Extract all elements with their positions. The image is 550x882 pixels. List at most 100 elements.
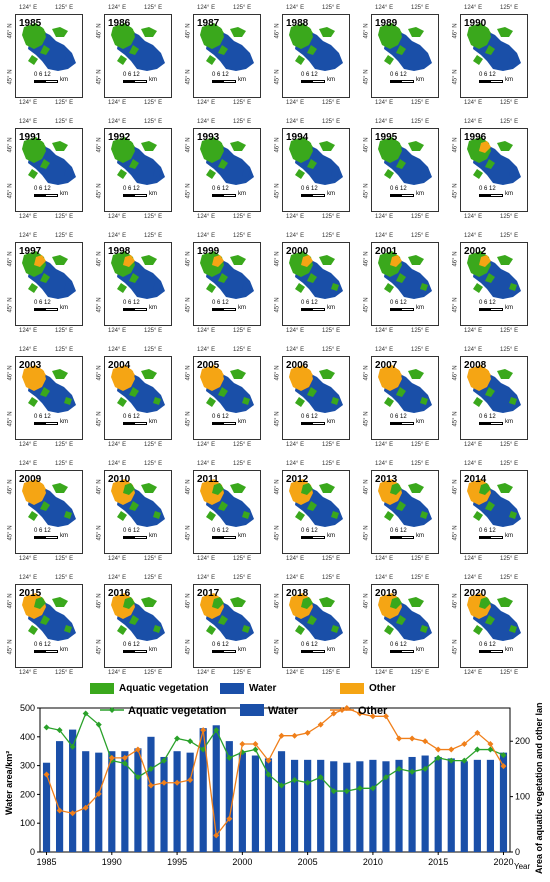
lake-map — [22, 479, 76, 527]
map-year-label: 2005 — [197, 360, 220, 371]
lon-label: 124° E — [108, 233, 127, 239]
series-point — [134, 746, 141, 753]
series-point — [187, 738, 194, 745]
lon-label: 125° E — [144, 670, 163, 676]
sw-strip — [473, 283, 483, 293]
map-year-label: 2011 — [197, 474, 219, 485]
series-point — [161, 779, 168, 786]
map-frame: 2019 0 6 12 km — [371, 584, 439, 668]
map-year-label: 2004 — [108, 360, 131, 371]
lake-map — [200, 23, 254, 71]
sw-strip — [117, 397, 127, 407]
lake-map — [378, 251, 432, 299]
patch — [64, 397, 72, 405]
lon-label: 124° E — [19, 5, 38, 11]
patch — [218, 273, 228, 283]
patch — [40, 159, 50, 169]
patch — [40, 501, 50, 511]
ne-strip — [52, 27, 68, 37]
ne-strip — [141, 255, 157, 265]
lon-label: 124° E — [19, 119, 38, 125]
patch — [129, 501, 139, 511]
map-panel-1992: 124° E 125° E 124° E 125° E 46° N 45° N 1992 0 … — [94, 118, 172, 222]
series-point — [226, 815, 233, 822]
lat-label: 45° N — [363, 639, 370, 655]
scale-numbers: 0 6 12 — [479, 642, 496, 648]
water-bar — [173, 751, 181, 852]
lat-label: 46° N — [452, 479, 459, 495]
lat-label: 46° N — [363, 137, 370, 153]
lat-label: 46° N — [96, 251, 103, 267]
scale-numbers: 0 6 12 — [212, 642, 229, 648]
patch — [509, 625, 517, 633]
map-year-label: 1991 — [19, 132, 42, 143]
scale-bar-graphic — [34, 650, 58, 653]
series-point — [147, 765, 154, 772]
water-bar — [317, 759, 325, 852]
patch — [123, 141, 135, 153]
patch — [307, 501, 317, 511]
scale-bar: 0 6 12 km — [479, 528, 519, 542]
patch — [212, 255, 224, 267]
scale-bar-graphic — [390, 536, 414, 539]
scale-bar-graphic — [34, 422, 58, 425]
lon-label: 125° E — [411, 442, 430, 448]
series-point — [213, 727, 220, 734]
map-year-label: 2016 — [108, 588, 131, 599]
ne-strip — [230, 369, 246, 379]
plot-frame — [39, 707, 511, 853]
series-point — [330, 710, 337, 717]
lon-label: 125° E — [144, 575, 163, 581]
series-point — [356, 785, 363, 792]
map-panel-2004: 124° E 125° E 124° E 125° E 46° N 45° N 2004 0 … — [94, 346, 172, 450]
scale-unit: km — [505, 191, 513, 197]
map-panel-2018: 124° E 125° E 124° E 125° E 46° N 45° N 2018 0 … — [272, 574, 350, 678]
lon-label: 125° E — [144, 328, 163, 334]
scale-bar: 0 6 12 km — [479, 642, 519, 656]
map-year-label: 2012 — [286, 474, 309, 485]
patch — [301, 483, 313, 495]
map-frame: 2015 0 6 12 km — [15, 584, 83, 668]
lon-label: 125° E — [144, 461, 163, 467]
water-bar — [264, 758, 273, 852]
scale-bar-graphic — [301, 80, 325, 83]
lake-map — [467, 137, 521, 185]
patch — [479, 369, 491, 381]
lon-label: 125° E — [233, 442, 252, 448]
scale-numbers: 0 6 12 — [34, 186, 51, 192]
scale-bar-graphic — [123, 80, 147, 83]
patch — [129, 159, 139, 169]
series-point — [304, 729, 311, 736]
water-bar — [447, 758, 455, 852]
series-point — [448, 757, 455, 764]
patch — [123, 255, 135, 267]
lon-label: 125° E — [500, 233, 519, 239]
patch — [396, 159, 406, 169]
scale-bar: 0 6 12 km — [123, 414, 163, 428]
map-year-label: 1987 — [197, 18, 220, 29]
map-panel-1990: 124° E 125° E 124° E 125° E 46° N 45° N 1990 0 … — [450, 4, 528, 108]
water-bar — [186, 752, 194, 852]
series-point — [435, 746, 442, 753]
x-tick-label: 2010 — [363, 857, 383, 867]
lon-label: 125° E — [500, 100, 519, 106]
lon-label: 124° E — [286, 233, 305, 239]
lon-label: 124° E — [19, 575, 38, 581]
y-tick-label: 100 — [20, 818, 35, 828]
lon-label: 125° E — [55, 214, 74, 220]
ne-strip — [497, 141, 513, 151]
map-frame: 2018 0 6 12 km — [282, 584, 350, 668]
series-point — [95, 790, 102, 797]
map-frame: 2008 0 6 12 km — [460, 356, 528, 440]
water-bar — [395, 759, 403, 852]
scale-bar: 0 6 12 km — [123, 642, 163, 656]
lon-label: 125° E — [233, 119, 252, 125]
patch — [153, 55, 161, 63]
lon-label: 124° E — [197, 328, 216, 334]
lon-label: 124° E — [197, 442, 216, 448]
scale-unit: km — [149, 419, 157, 425]
lon-label: 125° E — [322, 670, 341, 676]
ne-strip — [408, 483, 424, 493]
scale-bar: 0 6 12 km — [212, 72, 252, 86]
patch — [420, 397, 428, 405]
